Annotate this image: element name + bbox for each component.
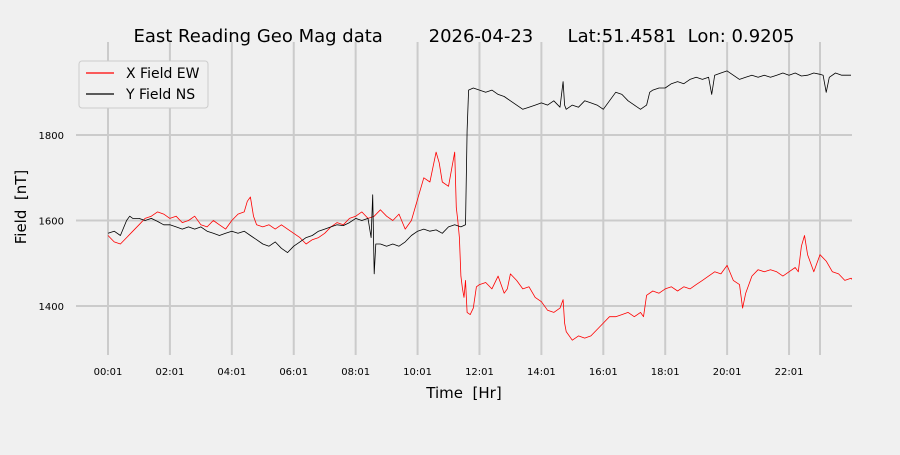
x-tick-label: 22:01 <box>775 367 804 378</box>
x-tick-label: 00:01 <box>94 367 123 378</box>
x-tick-label: 02:01 <box>155 367 184 378</box>
y-tick-label: 1600 <box>39 217 64 228</box>
x-axis-label: Time [Hr] <box>425 384 501 402</box>
x-tick-label: 18:01 <box>651 367 680 378</box>
x-tick-label: 10:01 <box>403 367 432 378</box>
legend-label-x-field: X Field EW <box>126 66 200 82</box>
x-tick-label: 14:01 <box>527 367 556 378</box>
legend: X Field EW Y Field NS <box>78 60 209 109</box>
series-layer <box>107 70 852 341</box>
y-tick-label: 1400 <box>39 302 64 313</box>
x-tick-label: 20:01 <box>713 367 742 378</box>
x-tick-label: 16:01 <box>589 367 618 378</box>
series-line-y-field <box>107 70 851 275</box>
x-tick-label: 12:01 <box>465 367 494 378</box>
series-line-x-field <box>107 151 852 341</box>
legend-label-y-field: Y Field NS <box>125 87 195 103</box>
y-axis-label: Field [nT] <box>12 170 30 245</box>
chart-title: East Reading Geo Mag data 2026-04-23 Lat… <box>133 26 794 47</box>
x-tick-label: 04:01 <box>217 367 246 378</box>
tick-layer: 00:01 02:01 04:01 06:01 08:01 10:01 12:01 14:01… <box>39 131 804 378</box>
x-tick-label: 06:01 <box>279 367 308 378</box>
y-tick-label: 1800 <box>39 131 64 142</box>
x-tick-label: 08:01 <box>341 367 370 378</box>
